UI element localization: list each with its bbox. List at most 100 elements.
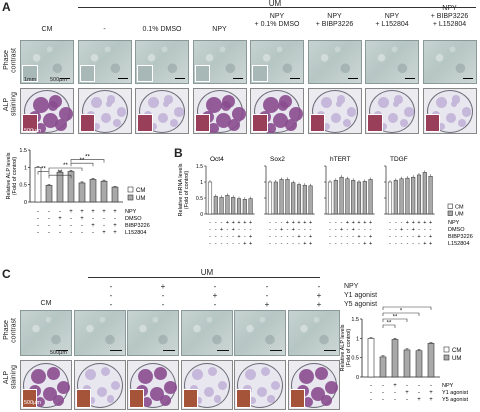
chart-b-condition-mark: - xyxy=(275,241,277,247)
chart-a-significance-label: ** xyxy=(63,163,68,169)
panel-c-phase-scalebar xyxy=(270,349,282,351)
panel-a-phase-inset xyxy=(252,65,268,82)
panel-a-inset-scale: 1mm xyxy=(24,77,37,83)
chart-b-condition-mark: - xyxy=(329,241,331,247)
panel-a-phase-scalebar xyxy=(117,77,128,79)
panel-c-condition-mark: - xyxy=(109,300,113,309)
panel-c-alp-colony xyxy=(164,381,177,394)
chart-b-bar xyxy=(333,180,338,215)
panel-a-alp-colony xyxy=(174,107,184,117)
panel-a-column-header: NPY xyxy=(212,26,227,33)
chart-c-condition-mark: - xyxy=(430,383,432,389)
chart-a-condition-mark: - xyxy=(103,216,105,222)
chart-b-condition-mark: - xyxy=(209,234,211,240)
chart-b-bar xyxy=(242,199,247,215)
chart-c-condition-mark: + xyxy=(405,390,409,396)
panel-c-alp-colony xyxy=(271,381,281,391)
chart-b-condition-mark: + xyxy=(340,227,343,233)
chart-c-y-tick-label: 0 xyxy=(356,375,359,381)
chart-b-bar xyxy=(308,185,313,215)
chart-a-y-tick-label: 0 xyxy=(24,200,27,206)
panel-c-alp-chart: 00.511.5- - + - - - NPY- - - + - + Y1 agonist- - - - + + Y… xyxy=(340,305,468,403)
panel-a-alp-colony xyxy=(148,97,160,109)
chart-b-bar xyxy=(285,179,290,215)
chart-b-condition-mark: - xyxy=(215,227,217,233)
panel-a-phase-image xyxy=(77,40,132,84)
chart-a-condition-mark: - xyxy=(70,223,72,229)
chart-b-condition-mark: - xyxy=(341,241,343,247)
chart-b-condition-mark: - xyxy=(430,227,432,233)
panel-a-alp-colony xyxy=(207,123,219,133)
chart-b-y-tick-label: 0.5 xyxy=(196,196,203,202)
chart-b-condition-mark: - xyxy=(341,220,343,226)
chart-b-condition-mark: - xyxy=(389,241,391,247)
panel-a-alp-colony xyxy=(437,123,445,131)
chart-b-condition-label: DMSO xyxy=(448,227,465,233)
chart-b-condition-mark: - xyxy=(401,234,403,240)
panel-a-alp-image xyxy=(192,88,247,134)
chart-b-y-tick-label: 1.5 xyxy=(196,164,203,170)
panel-c-alp-colony xyxy=(203,387,214,398)
chart-a-legend-label: UM xyxy=(136,196,145,202)
chart-b-y-tick-label: 1 xyxy=(200,180,203,186)
chart-b-condition-mark: - xyxy=(310,227,312,233)
panel-a-alp-colony xyxy=(461,107,472,117)
chart-b-bar xyxy=(387,181,393,215)
chart-b-condition-mark: + xyxy=(249,220,252,226)
panel-c-condition-label: NPY xyxy=(344,283,359,290)
panel-c-main-scale: 500µm xyxy=(50,350,67,356)
chart-b-condition-mark: + xyxy=(309,220,312,226)
chart-c-condition-label: NPY xyxy=(442,383,454,389)
panel-a-alp-colony xyxy=(205,97,222,113)
chart-a-condition-mark: - xyxy=(70,230,72,236)
chart-b-condition-mark: - xyxy=(304,234,306,240)
chart-b-bar xyxy=(219,197,224,215)
panel-c-alp-colony xyxy=(47,367,60,380)
chart-a-condition-mark: - xyxy=(37,209,39,215)
panel-c-alp-image xyxy=(127,360,179,410)
panel-c-alp-colony xyxy=(207,367,217,377)
chart-b-condition-mark: + xyxy=(297,220,300,226)
panel-a-alp-inset xyxy=(194,114,211,132)
panel-c-alp-colony xyxy=(53,395,64,406)
chart-b-bar xyxy=(399,178,404,215)
chart-c-bar xyxy=(403,349,411,378)
panel-a-phase-inset xyxy=(22,65,38,82)
panel-c-alp-image xyxy=(287,360,340,410)
chart-b-condition-mark: + xyxy=(417,234,420,240)
panel-c-um-label: UM xyxy=(200,268,214,277)
chart-b-condition-mark: + xyxy=(369,234,372,240)
panel-c-phase-image xyxy=(234,310,286,356)
panel-c-alp-colony xyxy=(84,369,96,381)
panel-a-phase-scalebar xyxy=(462,77,473,79)
chart-c-significance-bracket xyxy=(382,306,432,310)
chart-b-condition-mark: + xyxy=(309,234,312,240)
panel-c-alp-colony xyxy=(314,367,328,380)
panel-a-alp-colony xyxy=(48,101,58,111)
chart-b-bar xyxy=(345,178,350,215)
panel-a-alp-inset xyxy=(22,114,38,132)
chart-a-condition-mark: + xyxy=(80,216,84,222)
chart-b-condition-mark: - xyxy=(275,227,277,233)
chart-b-condition-mark: + xyxy=(237,220,240,226)
panel-c-phase-row-label: Phase contrast xyxy=(1,318,19,345)
chart-b-condition-mark: - xyxy=(395,220,397,226)
chart-b-condition-mark: + xyxy=(232,220,235,226)
panel-c-alp-colony xyxy=(249,397,256,404)
chart-a-significance-bracket xyxy=(37,171,50,175)
chart-b-bar xyxy=(267,181,273,215)
chart-b-condition-mark: - xyxy=(346,234,348,240)
chart-b-condition-mark: + xyxy=(412,220,415,226)
panel-a-alp-colony xyxy=(393,101,400,108)
chart-b-bar xyxy=(279,179,284,215)
panel-a-alp-colony xyxy=(404,107,414,117)
chart-c-significance-label: ** xyxy=(387,321,392,327)
chart-b-condition-mark: + xyxy=(237,234,240,240)
panel-c-condition-mark: - xyxy=(213,300,217,309)
chart-c-bar xyxy=(415,350,423,378)
chart-b-condition-mark: + xyxy=(292,220,295,226)
panel-a-phase-scalebar xyxy=(60,77,70,79)
chart-b-y-label: (Fold of control) xyxy=(184,171,190,210)
panel-a-alp-colony xyxy=(215,113,231,128)
chart-b-bar xyxy=(225,195,230,215)
